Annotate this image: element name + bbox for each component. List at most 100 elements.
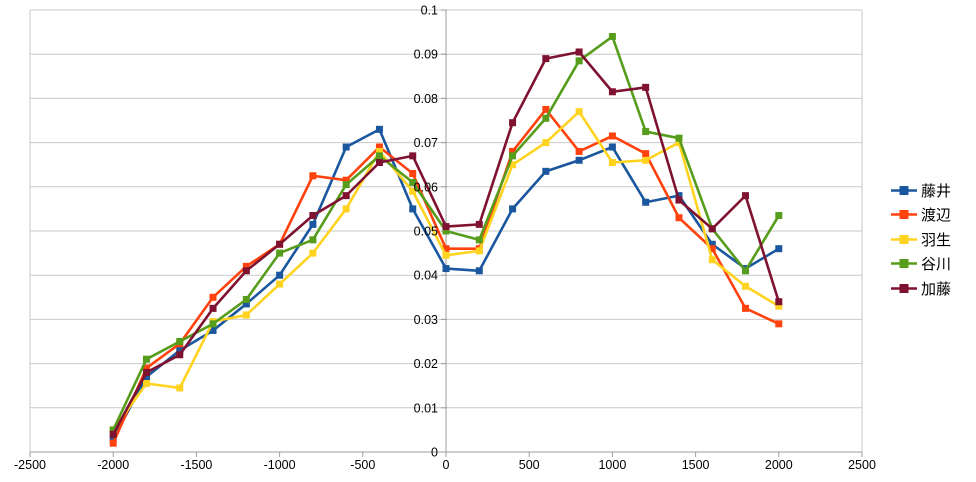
x-tick-label: 1500 [682,458,710,472]
legend-marker-icon [891,283,917,293]
marker-藤井 [375,125,383,133]
marker-谷川 [442,227,450,235]
marker-羽生 [675,139,683,147]
marker-加藤 [442,223,450,231]
marker-谷川 [209,320,217,328]
legend-marker-icon [891,234,917,244]
marker-谷川 [109,426,117,434]
marker-加藤 [675,196,683,204]
y-tick-label: 0.03 [414,313,438,327]
marker-羽生 [575,108,583,116]
marker-羽生 [642,156,650,164]
legend-label: 渡辺 [921,207,952,225]
marker-渡辺 [608,132,616,140]
y-tick-label: 0.02 [414,357,438,371]
marker-谷川 [475,236,483,244]
marker-藤井 [309,220,317,228]
y-tick-label: 0.04 [414,269,438,283]
legend-label: 加藤 [921,280,952,298]
marker-谷川 [675,134,683,142]
marker-谷川 [509,152,517,160]
marker-羽生 [708,256,716,264]
marker-渡辺 [509,147,517,155]
marker-藤井 [276,271,284,279]
y-tick-label: 0.09 [414,48,438,62]
series-加藤 [109,48,783,438]
legend-label: 羽生 [921,231,952,249]
legend-marker-icon [891,259,917,269]
marker-加藤 [608,88,616,96]
marker-加藤 [375,158,383,166]
marker-谷川 [742,267,750,275]
marker-羽生 [309,249,317,257]
marker-藤井 [142,373,150,381]
marker-藤井 [475,267,483,275]
marker-羽生 [409,187,417,195]
marker-渡辺 [742,304,750,312]
y-tick-label: 0.01 [414,401,438,415]
x-tick-label: 0 [443,458,450,472]
marker-谷川 [775,212,783,220]
marker-藤井 [642,198,650,206]
marker-谷川 [242,296,250,304]
marker-藤井 [575,156,583,164]
marker-渡辺 [775,320,783,328]
marker-藤井 [176,346,184,354]
marker-藤井 [775,245,783,253]
marker-谷川 [309,236,317,244]
marker-加藤 [109,430,117,438]
marker-加藤 [642,83,650,91]
marker-加藤 [142,368,150,376]
marker-渡辺 [642,150,650,158]
marker-加藤 [342,192,350,200]
y-tick-label: 0 [431,446,438,460]
marker-羽生 [608,158,616,166]
chart-legend: 藤井渡辺羽生谷川加藤 [891,178,951,301]
marker-加藤 [475,220,483,228]
marker-藤井 [242,300,250,308]
marker-羽生 [775,302,783,310]
legend-item-谷川: 谷川 [891,252,951,277]
marker-藤井 [442,265,450,273]
marker-羽生 [475,247,483,255]
marker-羽生 [542,139,550,147]
marker-渡辺 [209,293,217,301]
y-tick-label: 0.06 [414,180,438,194]
legend-marker-icon [891,185,917,195]
marker-藤井 [342,143,350,151]
marker-羽生 [509,161,517,169]
marker-谷川 [276,249,284,257]
marker-羽生 [176,384,184,392]
marker-羽生 [442,251,450,259]
marker-渡辺 [675,214,683,222]
marker-加藤 [309,212,317,220]
marker-加藤 [242,267,250,275]
legend-marker-icon [891,210,917,220]
x-tick-label: 2000 [765,458,793,472]
y-tick-label: 0.05 [414,225,438,239]
x-tick-label: 1000 [598,458,626,472]
marker-加藤 [209,304,217,312]
x-tick-label: -500 [350,458,375,472]
y-tick-label: 0.1 [421,4,438,18]
y-tick-label: 0.08 [414,92,438,106]
marker-藤井 [608,143,616,151]
marker-加藤 [742,192,750,200]
marker-羽生 [276,280,284,288]
marker-藤井 [509,205,517,213]
marker-加藤 [509,119,517,127]
series-羽生 [109,108,783,434]
marker-羽生 [342,205,350,213]
x-tick-label: -2500 [14,458,46,472]
marker-渡辺 [309,172,317,180]
marker-加藤 [775,298,783,306]
marker-渡辺 [409,170,417,178]
marker-渡辺 [542,105,550,113]
legend-label: 藤井 [921,182,952,200]
marker-渡辺 [142,364,150,372]
x-tick-label: -1000 [264,458,296,472]
marker-加藤 [542,55,550,63]
marker-藤井 [209,326,217,334]
